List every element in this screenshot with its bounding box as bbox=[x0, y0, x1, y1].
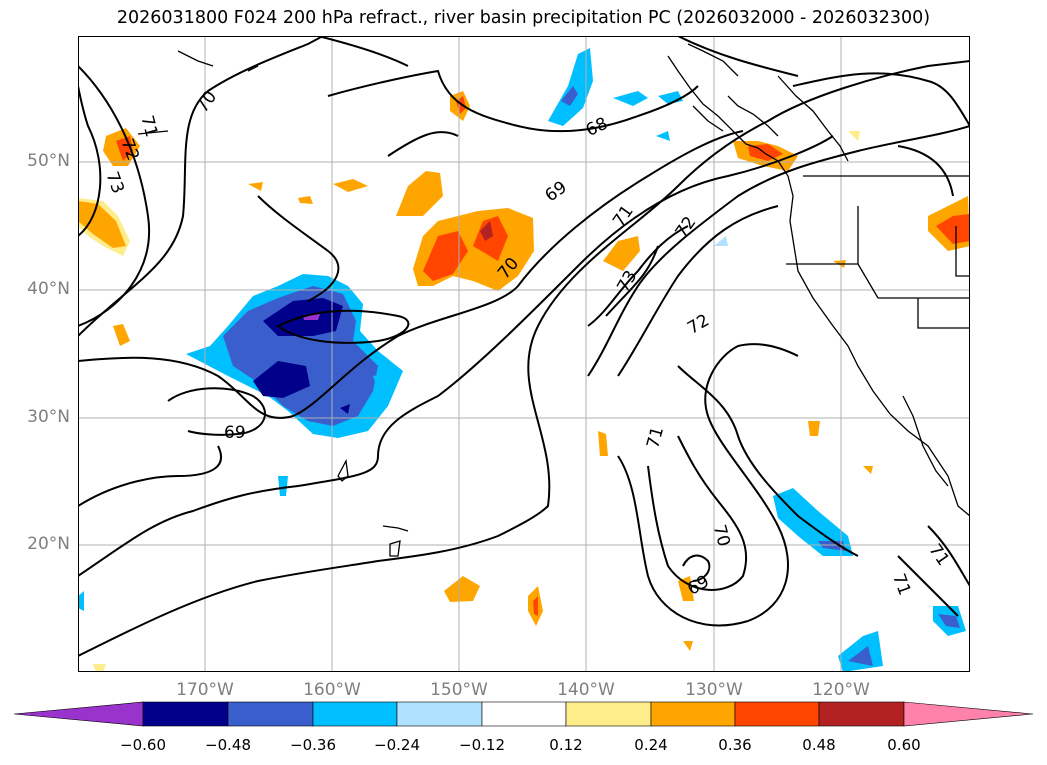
colorbar-tick: 0.36 bbox=[718, 736, 752, 754]
lon-label: 170°W bbox=[176, 680, 234, 700]
colorbar-cell bbox=[818, 701, 905, 727]
lat-label: 30°N bbox=[27, 407, 70, 427]
lon-label: 160°W bbox=[303, 680, 361, 700]
colorbar-cell bbox=[903, 701, 1034, 727]
colorbar-cell bbox=[650, 701, 736, 727]
colorbar bbox=[13, 701, 1034, 727]
lon-label: 120°W bbox=[812, 680, 870, 700]
lat-label: 20°N bbox=[27, 534, 70, 554]
colorbar-tick: 0.24 bbox=[634, 736, 668, 754]
colorbar-cell bbox=[142, 701, 229, 727]
contour-label: 69 bbox=[224, 423, 246, 443]
colorbar-tick: −0.24 bbox=[374, 736, 420, 754]
lon-label: 140°W bbox=[557, 680, 615, 700]
lon-label: 130°W bbox=[685, 680, 743, 700]
colorbar-tick: 0.48 bbox=[802, 736, 836, 754]
refractivity-contours bbox=[78, 36, 970, 657]
colorbar-tick: 0.60 bbox=[887, 736, 921, 754]
lat-label: 40°N bbox=[27, 279, 70, 299]
colorbar-cell bbox=[481, 701, 567, 727]
colorbar-cell bbox=[13, 701, 144, 727]
negative-precip-shading bbox=[78, 48, 966, 672]
positive-precip-shading bbox=[78, 91, 970, 672]
colorbar-cell bbox=[396, 701, 483, 727]
colorbar-tick: −0.36 bbox=[290, 736, 336, 754]
colorbar-tick: 0.12 bbox=[549, 736, 583, 754]
colorbar-tick: −0.48 bbox=[205, 736, 251, 754]
lat-label: 50°N bbox=[27, 151, 70, 171]
map-panel: 70 71 72 73 68 69 70 71 72 73 72 69 71 7… bbox=[78, 36, 970, 672]
colorbar-tick: −0.60 bbox=[120, 736, 166, 754]
colorbar-cell bbox=[565, 701, 652, 727]
colorbar-cell bbox=[227, 701, 314, 727]
lon-label: 150°W bbox=[430, 680, 488, 700]
colorbar-cell bbox=[734, 701, 820, 727]
coastlines bbox=[137, 43, 970, 557]
colorbar-tick: −0.12 bbox=[459, 736, 505, 754]
colorbar-cell bbox=[312, 701, 398, 727]
graticule bbox=[78, 36, 970, 672]
map-title: 2026031800 F024 200 hPa refract., river … bbox=[116, 8, 931, 28]
